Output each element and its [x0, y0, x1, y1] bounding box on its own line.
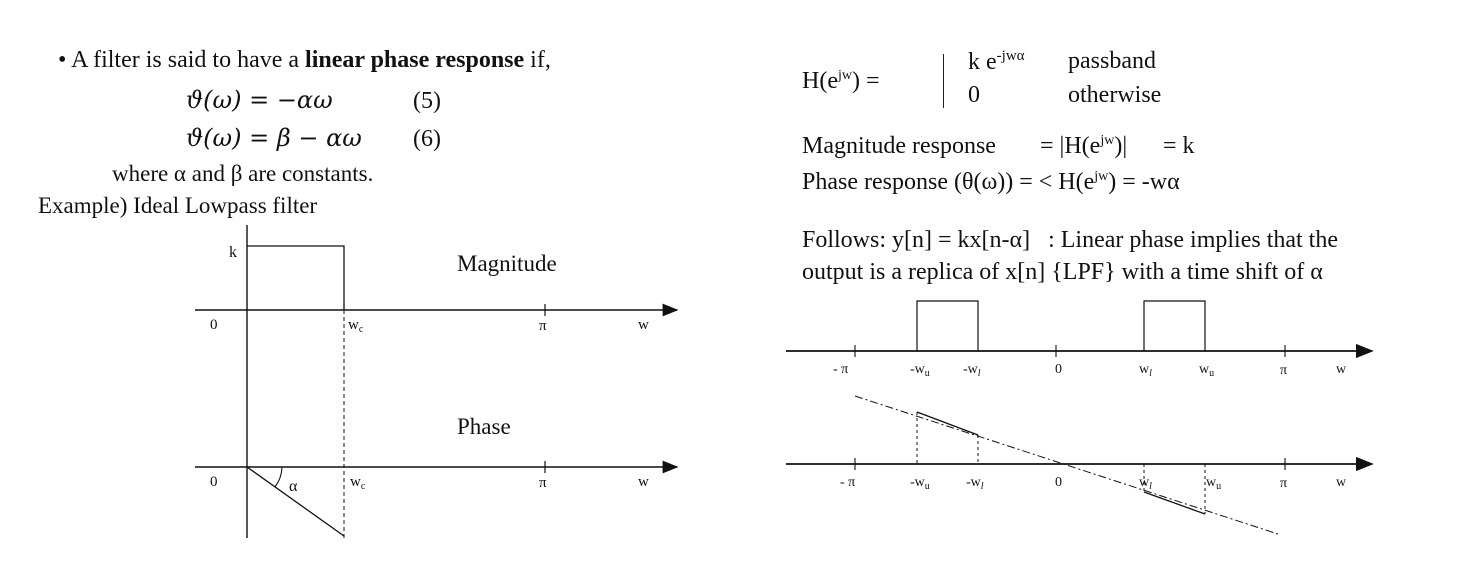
definition-prefix: • A filter is said to have a: [58, 47, 306, 73]
phase-zero-label-right: 0: [1055, 475, 1062, 490]
band-neg-wl-label: -wl: [963, 362, 981, 379]
example-heading: Example) Ideal Lowpass filter: [38, 193, 318, 218]
case-2-value: 0: [968, 82, 980, 108]
case-1-value: k e-jwα: [968, 48, 1025, 75]
negative-passband-phase-segment: [916, 411, 979, 436]
definition-suffix: if,: [524, 47, 551, 73]
follows-line-2: output is a replica of x[n] {LPF} with a…: [802, 259, 1323, 285]
negative-passband-box: [916, 300, 979, 351]
phase-neg-wl-label: -wl: [966, 475, 984, 492]
magnitude-title: Magnitude: [457, 251, 557, 276]
positive-passband-box: [1143, 300, 1206, 351]
phase-neg-wu-label: -wu: [910, 475, 930, 492]
phase-wc-label: wc: [350, 474, 366, 492]
band-wl-label: wl: [1139, 362, 1152, 379]
case-2-condition: otherwise: [1068, 82, 1162, 108]
phase-pi-label: π: [539, 475, 547, 491]
phase-response-expression: Phase response (θ(ω)) = < H(ejw) = -wα: [802, 169, 1180, 195]
magnitude-wc-label: wc: [348, 317, 364, 335]
phase-response-line: [246, 466, 345, 537]
magnitude-response-box: [247, 245, 345, 310]
piecewise-brace: [943, 54, 944, 108]
phase-neg-pi-label: - π: [840, 475, 855, 490]
magnitude-response-expression: = |H(ejw)|: [1040, 133, 1128, 159]
band-neg-wu-label: -wu: [910, 362, 930, 379]
definition-bold-term: linear phase response: [305, 47, 525, 73]
ideal-lowpass-plots: k Magnitude 0 wc π w Phase 0 α wc π w: [195, 225, 679, 538]
alpha-angle-arc: [274, 466, 283, 488]
alpha-label: α: [289, 478, 298, 495]
phase-zero-label: 0: [210, 474, 218, 490]
constants-note: where α and β are constants.: [112, 161, 374, 186]
band-w-label: w: [1336, 362, 1347, 377]
positive-passband-phase-segment: [1143, 491, 1206, 515]
band-zero-label: 0: [1055, 362, 1062, 377]
phase-w-label-right: w: [1336, 475, 1347, 490]
follows-line-1: Follows: y[n] = kx[n-α] : Linear phase i…: [802, 227, 1339, 253]
linear-phase-definition: • A filter is said to have a linear phas…: [58, 47, 551, 74]
magnitude-pi-label: π: [539, 318, 547, 334]
band-neg-pi-label: - π: [833, 362, 848, 377]
k-label: k: [229, 244, 237, 261]
magnitude-response-label: Magnitude response: [802, 133, 996, 159]
case-1-condition: passband: [1068, 48, 1156, 74]
band-wu-label: wu: [1199, 362, 1214, 379]
equation-5: ϑ(ω) = −αω: [186, 86, 333, 114]
equation-6: ϑ(ω) = β − αω: [186, 124, 362, 152]
equation-5-number: (5): [413, 88, 441, 114]
band-pi-label: π: [1280, 363, 1287, 378]
phase-wl-label: wl: [1139, 475, 1152, 492]
phase-w-label: w: [638, 474, 649, 490]
phase-title: Phase: [457, 414, 511, 439]
equation-6-number: (6): [413, 126, 441, 152]
h-definition-lhs: H(ejw) =: [802, 68, 880, 94]
phase-wu-label: wu: [1206, 475, 1221, 492]
magnitude-zero-label: 0: [210, 317, 218, 333]
linear-phase-dashdot-line: [854, 395, 1279, 535]
magnitude-w-label: w: [638, 317, 649, 333]
magnitude-response-value: = k: [1163, 133, 1195, 159]
phase-pi-label-right: π: [1280, 476, 1287, 491]
